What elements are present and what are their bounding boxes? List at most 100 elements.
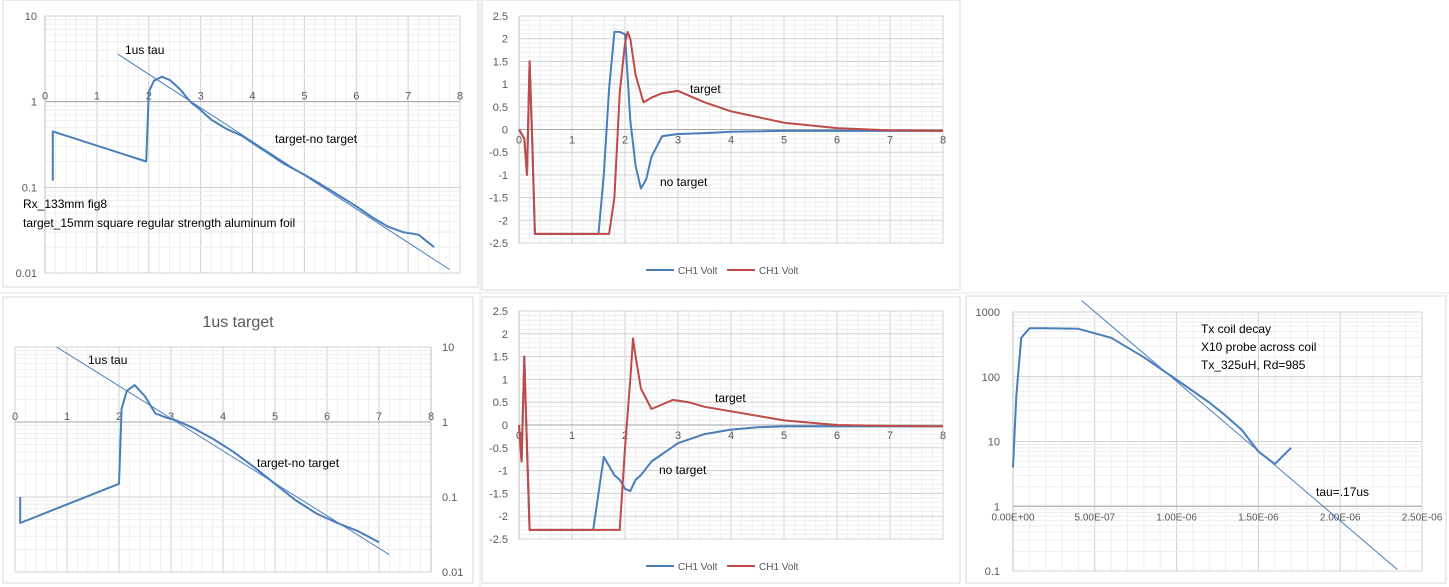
p5-annotation-title: Tx coil decay bbox=[1201, 322, 1271, 336]
p2-legend-label-red: CH1 Volt bbox=[759, 266, 799, 277]
x-tick-label: 4 bbox=[249, 91, 255, 103]
y-tick-label: -2.5 bbox=[489, 534, 508, 546]
p4-annotation-no-target: no target bbox=[659, 463, 707, 477]
p4-series bbox=[518, 337, 944, 531]
p1-annotation-target-desc: target_15mm square regular strength alum… bbox=[23, 216, 295, 230]
x-tick-label: 1 bbox=[569, 430, 575, 442]
x-tick-label: 1 bbox=[94, 91, 100, 103]
p5-annotation-probe: X10 probe across coil bbox=[1201, 340, 1316, 354]
x-tick-label: 1 bbox=[569, 135, 575, 147]
series-line-blue bbox=[51, 75, 435, 248]
p3-y-tick-labels: 10 1 0.1 0.01 bbox=[442, 342, 463, 579]
chart-p5: 0.00E+00 5.00E-07 1.00E-06 1.50E-06 2.00E-06… bbox=[976, 300, 1443, 578]
x-tick-label: 7 bbox=[887, 135, 893, 147]
x-tick-label: 5 bbox=[781, 430, 787, 442]
series-line-blue bbox=[1012, 327, 1292, 468]
x-tick-label: 7 bbox=[887, 430, 893, 442]
p3-axis bbox=[15, 347, 432, 572]
y-tick-label: 1.5 bbox=[493, 352, 508, 364]
x-tick-label: 0 bbox=[12, 411, 18, 423]
x-tick-label: 8 bbox=[940, 430, 946, 442]
p1-annotation-rx: Rx_133mm fig8 bbox=[23, 197, 107, 211]
y-tick-label: 10 bbox=[988, 437, 1000, 449]
p5-gridlines bbox=[1012, 311, 1423, 572]
panel-frame-p1 bbox=[2, 0, 479, 288]
x-tick-label: 7 bbox=[376, 411, 382, 423]
y-tick-label: -2 bbox=[498, 511, 508, 523]
x-tick-label: 5 bbox=[781, 135, 787, 147]
p2-annotation-target: target bbox=[690, 82, 721, 96]
x-tick-label: 6 bbox=[353, 91, 359, 103]
p2-annotation-no-target: no target bbox=[660, 175, 708, 189]
x-tick-label: 8 bbox=[457, 91, 463, 103]
y-tick-label: -1.5 bbox=[489, 193, 508, 205]
p4-legend-label-blue: CH1 Volt bbox=[678, 562, 718, 573]
x-tick-label: 3 bbox=[168, 411, 174, 423]
y-tick-label: 10 bbox=[442, 342, 454, 354]
y-tick-label: 0 bbox=[502, 125, 508, 137]
x-tick-label: 3 bbox=[675, 430, 681, 442]
y-tick-label: 1.5 bbox=[493, 56, 508, 68]
p5-series bbox=[1012, 300, 1398, 570]
y-tick-label: 0 bbox=[502, 420, 508, 432]
y-tick-label: -0.5 bbox=[489, 147, 508, 159]
x-tick-label: 8 bbox=[940, 135, 946, 147]
y-tick-label: 1 bbox=[31, 97, 37, 109]
x-tick-label: 3 bbox=[675, 135, 681, 147]
p1-y-tick-labels: 10 1 0.1 0.01 bbox=[16, 11, 37, 280]
y-tick-label: 0.1 bbox=[22, 182, 37, 194]
p4-gridlines bbox=[518, 310, 944, 540]
y-tick-label: -1.5 bbox=[489, 488, 508, 500]
chart-p2: 0 1 2 3 4 5 6 7 8 2.5 2 1.5 1 0.5 0 -0.5 -1 -1.5 -2 -2.5 t… bbox=[489, 11, 946, 277]
x-tick-label: 2 bbox=[116, 411, 122, 423]
series-line-tau-fit bbox=[1081, 300, 1398, 570]
y-tick-label: -1 bbox=[498, 170, 508, 182]
y-tick-label: -2.5 bbox=[489, 238, 508, 250]
series-line-blue bbox=[19, 384, 380, 544]
y-tick-label: 1 bbox=[502, 374, 508, 386]
p1-annotation-target-no-target: target-no target bbox=[275, 132, 358, 146]
p2-legend-label-blue: CH1 Volt bbox=[678, 266, 718, 277]
y-tick-label: 1 bbox=[502, 79, 508, 91]
x-tick-label: 5 bbox=[272, 411, 278, 423]
y-tick-label: 0.01 bbox=[16, 268, 37, 280]
x-tick-label: 2.00E-06 bbox=[1320, 512, 1361, 523]
p5-annotation-tau: tau=.17us bbox=[1316, 485, 1369, 499]
y-tick-label: 2.5 bbox=[493, 306, 508, 318]
x-tick-label: 2 bbox=[622, 135, 628, 147]
p1-gridlines bbox=[44, 15, 461, 274]
x-tick-label: 6 bbox=[834, 135, 840, 147]
p1-axis bbox=[44, 16, 460, 273]
x-tick-label: 5 bbox=[301, 91, 307, 103]
p5-axis bbox=[1012, 312, 1422, 571]
p4-y-tick-labels: 2.5 2 1.5 1 0.5 0 -0.5 -1 -1.5 -2 -2.5 bbox=[489, 306, 508, 546]
x-tick-label: 2.50E-06 bbox=[1402, 512, 1443, 523]
chart-p4: 0 1 2 3 4 5 6 7 8 2.5 2 1.5 1 0.5 0 -0.5 -1 -1.5 -2 -2.5 t… bbox=[489, 306, 946, 573]
p4-annotation-target: target bbox=[715, 391, 746, 405]
y-tick-label: 0.5 bbox=[493, 397, 508, 409]
x-tick-label: 1 bbox=[64, 411, 70, 423]
y-tick-label: 100 bbox=[982, 372, 1000, 384]
y-tick-label: 0.5 bbox=[493, 102, 508, 114]
y-tick-label: -2 bbox=[498, 215, 508, 227]
p3-x-tick-labels: 0 1 2 3 4 5 6 7 8 bbox=[12, 411, 434, 423]
x-tick-label: 4 bbox=[728, 430, 734, 442]
y-tick-label: 0.01 bbox=[442, 567, 463, 579]
p3-chart-title: 1us target bbox=[202, 314, 274, 331]
series-line-tau-fit bbox=[117, 53, 450, 270]
series-line-red bbox=[518, 337, 944, 531]
x-tick-label: 4 bbox=[220, 411, 226, 423]
x-tick-label: 3 bbox=[198, 91, 204, 103]
x-tick-label: 4 bbox=[728, 135, 734, 147]
x-tick-label: 8 bbox=[428, 411, 434, 423]
p2-x-tick-labels: 0 1 2 3 4 5 6 7 8 bbox=[516, 135, 946, 147]
x-tick-label: 6 bbox=[834, 430, 840, 442]
y-tick-label: -0.5 bbox=[489, 443, 508, 455]
x-tick-label: 0 bbox=[42, 91, 48, 103]
p3-annotation-tau: 1us tau bbox=[88, 353, 127, 367]
p5-y-tick-labels: 1000 100 10 1 0.1 bbox=[976, 307, 1000, 578]
y-tick-label: 0.1 bbox=[985, 566, 1000, 578]
